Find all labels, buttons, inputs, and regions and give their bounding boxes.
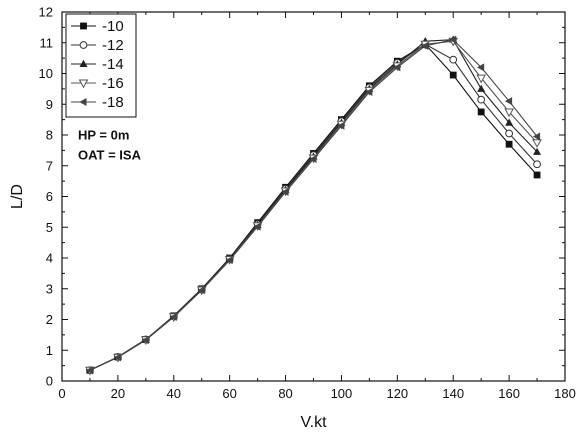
data-point <box>477 108 485 116</box>
x-tick-label: 160 <box>498 386 520 401</box>
legend: -10 -12 -14 -16 -18 <box>65 13 137 118</box>
data-point <box>393 63 401 72</box>
plot-area <box>61 11 566 382</box>
data-point <box>141 336 149 345</box>
data-point <box>225 256 233 265</box>
y-tick-label: 11 <box>40 35 54 50</box>
legend-box <box>65 13 137 118</box>
x-tick-label: 180 <box>554 386 576 401</box>
data-point <box>533 147 542 155</box>
data-point <box>113 353 121 362</box>
data-point <box>476 63 485 72</box>
legend-label: -12 <box>102 37 124 54</box>
x-tick-label: 0 <box>58 386 65 401</box>
y-tick-label: 2 <box>46 312 53 327</box>
annotation-oat: OAT = ISA <box>78 148 142 163</box>
series-line-3 <box>89 40 538 371</box>
y-tick-label: 5 <box>46 220 53 235</box>
data-point <box>477 84 486 92</box>
data-point <box>449 35 457 44</box>
legend-label: -10 <box>102 18 124 35</box>
y-tick-label: 7 <box>46 158 53 173</box>
data-point <box>533 160 541 169</box>
y-tick-label: 8 <box>46 128 53 143</box>
data-point <box>281 187 289 196</box>
data-point <box>421 41 429 50</box>
y-axis-label: L/D <box>9 184 26 209</box>
data-point <box>85 366 93 375</box>
data-point <box>365 87 373 96</box>
data-point <box>197 286 205 295</box>
series-line-2 <box>89 39 538 371</box>
x-tick-label: 100 <box>331 386 353 401</box>
y-tick-label: 1 <box>46 343 53 358</box>
data-point <box>505 140 513 148</box>
axis-ticks <box>61 11 566 382</box>
legend-marker <box>78 79 89 89</box>
data-point <box>449 55 458 64</box>
legend-label: -14 <box>102 56 124 73</box>
y-tick-label: 9 <box>46 97 53 112</box>
data-point <box>476 74 487 84</box>
data-point <box>504 97 513 106</box>
data-point <box>309 154 317 163</box>
data-point <box>169 313 177 322</box>
y-tick-label: 4 <box>46 251 53 266</box>
x-tick-label: 120 <box>386 386 408 401</box>
legend-marker <box>79 41 88 49</box>
x-tick-label: 60 <box>222 386 236 401</box>
legend-label: -18 <box>102 94 124 111</box>
series-line-0 <box>89 43 538 371</box>
legend-marker <box>80 22 87 30</box>
legend-marker <box>79 98 87 106</box>
y-tick-label: 3 <box>46 281 53 296</box>
series-line-1 <box>89 43 538 371</box>
annotation-hp: HP = 0m <box>78 128 129 143</box>
data-point <box>505 129 514 138</box>
data-point <box>477 95 486 104</box>
x-tick-label: 140 <box>442 386 464 401</box>
legend-label: -16 <box>102 75 124 92</box>
data-point <box>532 139 542 148</box>
x-tick-label: 20 <box>111 386 125 401</box>
series-lines <box>89 39 538 371</box>
series-line-4 <box>89 39 538 371</box>
x-tick-label: 80 <box>278 386 292 401</box>
data-point <box>533 171 541 179</box>
legend-marker <box>79 59 88 67</box>
data-point <box>337 121 345 130</box>
data-point <box>532 132 541 141</box>
y-tick-label: 0 <box>46 374 53 389</box>
data-point <box>504 108 514 118</box>
x-tick-label: 40 <box>167 386 181 401</box>
data-point <box>505 118 514 126</box>
y-tick-label: 10 <box>39 66 53 81</box>
data-point <box>253 222 261 231</box>
y-tick-label: 12 <box>39 5 53 20</box>
y-tick-label: 6 <box>46 189 53 204</box>
x-axis-label: V.kt <box>300 414 327 431</box>
series-markers <box>85 35 542 376</box>
data-point <box>449 71 457 79</box>
